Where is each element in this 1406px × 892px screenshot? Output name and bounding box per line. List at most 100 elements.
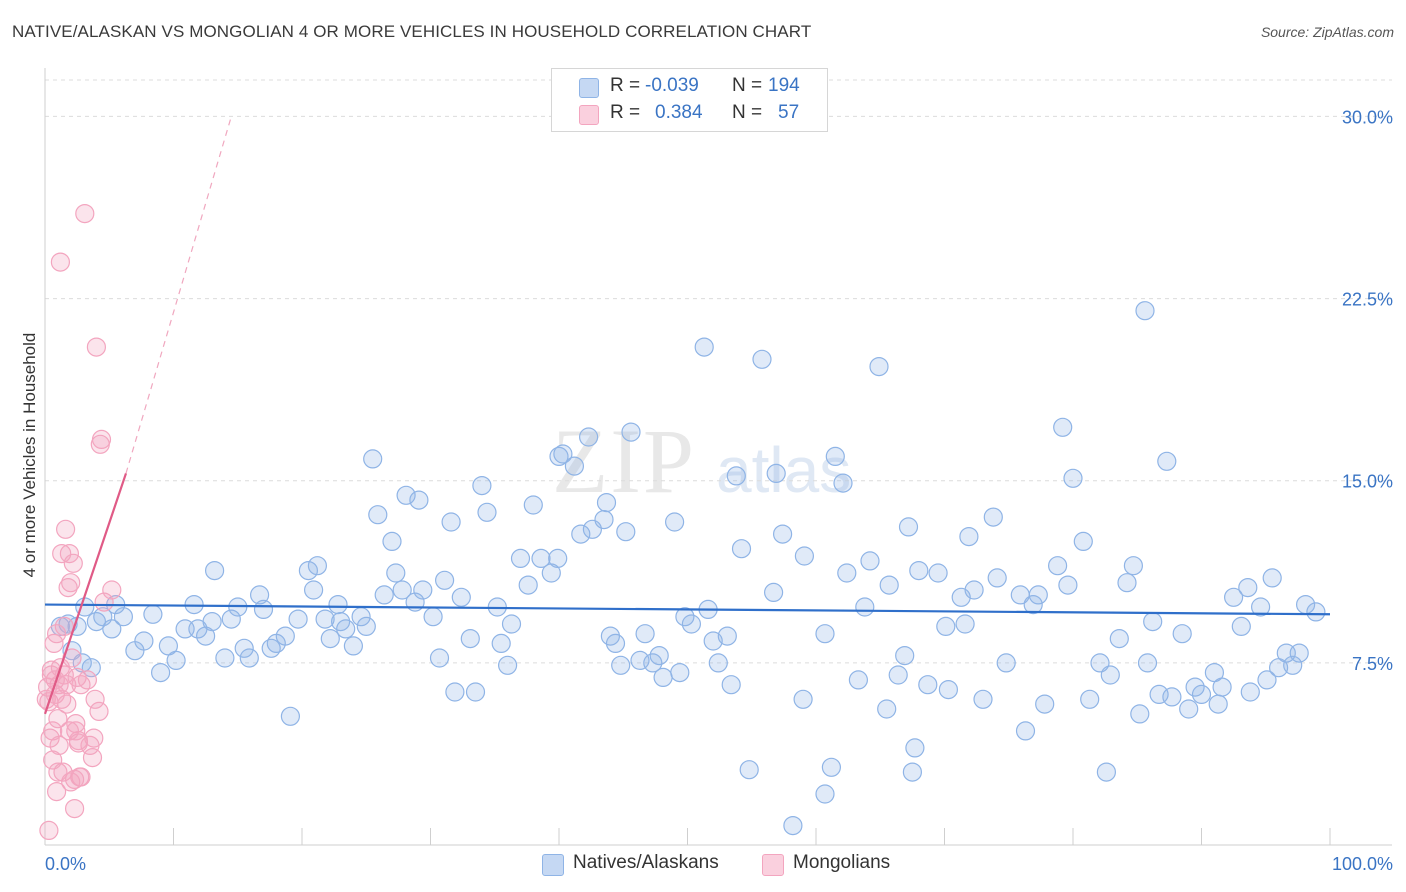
point-natives <box>825 446 845 466</box>
point-mongolians <box>64 798 85 819</box>
point-natives <box>1015 721 1036 741</box>
point-natives <box>670 662 690 683</box>
point-natives <box>1231 616 1251 637</box>
point-natives <box>973 689 993 709</box>
point-natives <box>964 580 984 600</box>
bottom-legend-label-mongolians: Mongolians <box>793 852 891 873</box>
point-natives <box>491 633 511 654</box>
y-axis-label: 4 or more Vehicles in Household <box>20 333 39 578</box>
point-natives <box>895 645 915 666</box>
point-mongolians <box>50 252 71 272</box>
point-natives <box>81 658 101 678</box>
y-tick-label: 7.5% <box>1352 654 1393 674</box>
point-natives <box>837 563 857 583</box>
point-mongolians <box>49 675 69 695</box>
point-natives <box>635 624 655 644</box>
point-natives <box>848 670 869 690</box>
point-natives <box>888 665 908 685</box>
point-natives <box>649 645 669 666</box>
legend-row-mongolians: R = 0.384 N = 57 <box>552 102 827 126</box>
point-natives <box>726 466 746 486</box>
point-natives <box>793 689 813 709</box>
point-mongolians <box>94 592 114 612</box>
point-mongolians <box>59 543 80 564</box>
bottom-legend-swatch-mongolians <box>762 854 784 876</box>
point-mongolians <box>46 781 67 802</box>
point-natives <box>596 493 617 513</box>
point-natives <box>653 667 673 688</box>
point-natives <box>307 556 327 576</box>
point-natives <box>833 473 853 493</box>
point-natives <box>1240 682 1260 702</box>
point-natives <box>1047 556 1068 576</box>
point-natives <box>1250 597 1271 617</box>
point-natives <box>996 653 1016 673</box>
point-natives <box>703 631 723 651</box>
legend-r-label: R = <box>610 102 641 123</box>
x-tick-label-min: 0.0% <box>45 854 86 874</box>
point-natives <box>288 609 308 629</box>
point-natives <box>465 682 486 702</box>
point-natives <box>1283 655 1303 675</box>
point-natives <box>815 784 835 804</box>
point-natives <box>681 614 702 634</box>
point-natives <box>766 463 786 483</box>
point-natives <box>1130 704 1150 724</box>
point-natives <box>1257 670 1277 690</box>
point-natives <box>202 611 222 632</box>
point-natives <box>501 614 522 634</box>
point-natives <box>343 636 363 656</box>
point-natives <box>1053 417 1073 437</box>
point-natives <box>1179 699 1199 719</box>
point-natives <box>955 614 975 634</box>
point-mongolians <box>86 337 107 357</box>
point-natives <box>386 563 406 583</box>
point-mongolians <box>52 543 72 564</box>
point-natives <box>898 517 919 537</box>
watermark: ZIP atlas <box>552 410 851 512</box>
point-natives <box>708 653 728 673</box>
point-mongolians <box>55 519 76 539</box>
point-mongolians <box>82 747 103 768</box>
point-natives <box>510 548 531 569</box>
trend-lines <box>43 473 1331 715</box>
point-natives <box>250 585 270 605</box>
point-natives <box>374 585 394 605</box>
point-natives <box>621 422 641 442</box>
point-natives <box>392 580 412 600</box>
legend-r-value: 0.384 <box>655 102 703 123</box>
point-natives <box>794 546 815 566</box>
point-natives <box>435 570 455 590</box>
point-natives <box>605 633 626 654</box>
point-natives <box>1035 694 1055 714</box>
point-natives <box>396 485 416 505</box>
point-natives <box>315 609 335 629</box>
point-natives <box>1096 762 1117 782</box>
point-natives <box>928 563 948 583</box>
legend-n-label: N = <box>732 75 763 96</box>
point-natives <box>234 638 254 658</box>
point-natives <box>548 548 568 569</box>
point-natives <box>1238 577 1258 598</box>
point-natives <box>102 619 122 639</box>
bottom-legend-label-natives: Natives/Alaskans <box>573 852 719 873</box>
point-mongolians <box>46 624 67 644</box>
point-natives <box>675 607 695 627</box>
point-mongolians <box>75 204 95 224</box>
y-tick-label: 22.5% <box>1342 290 1393 310</box>
point-natives <box>694 337 714 357</box>
point-natives <box>336 619 356 639</box>
point-natives <box>578 427 599 447</box>
point-mongolians <box>66 713 86 734</box>
point-natives <box>1172 624 1192 644</box>
point-natives <box>1162 687 1182 707</box>
point-natives <box>143 604 163 624</box>
point-natives <box>1123 556 1144 576</box>
point-natives <box>763 582 784 603</box>
point-natives <box>445 682 465 702</box>
point-natives <box>1223 587 1244 607</box>
point-mongolians <box>57 694 77 714</box>
point-natives <box>752 349 772 369</box>
point-natives <box>553 444 573 464</box>
